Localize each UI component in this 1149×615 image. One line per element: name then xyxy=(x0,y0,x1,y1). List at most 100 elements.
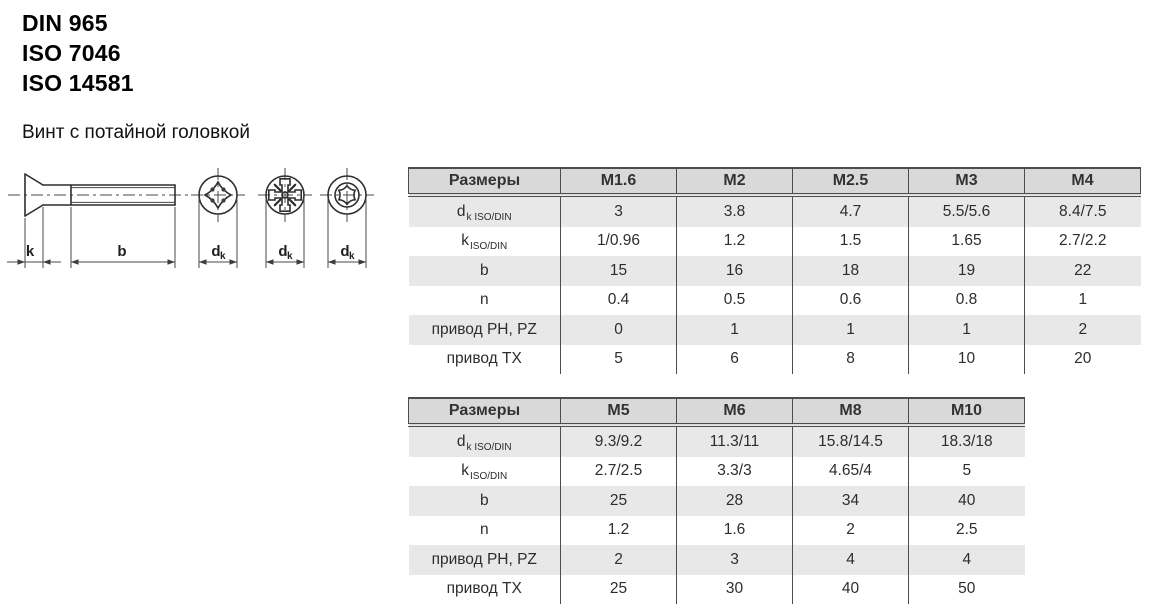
table-cell: 2 xyxy=(1024,315,1141,345)
dimension-k: k xyxy=(7,207,61,268)
table-cell: 2.7/2.2 xyxy=(1024,226,1141,256)
row-label-main: d xyxy=(456,202,466,220)
table-cell: 30 xyxy=(676,574,793,604)
table-cell: 5 xyxy=(908,456,1025,486)
table-cell: 25 xyxy=(560,574,677,604)
table-cell: 3.8 xyxy=(676,195,793,227)
row-label-sub: k ISO/DIN xyxy=(466,441,512,453)
table-header-row: Размеры M5 M6 M8 M10 xyxy=(408,397,1025,427)
dimension-dk-torx: d k xyxy=(327,198,367,268)
table-cell: 0.4 xyxy=(560,285,677,315)
header-size-column: M8 xyxy=(792,397,909,427)
dim-label-b: b xyxy=(117,243,126,260)
header-size-column: M2 xyxy=(676,167,793,197)
row-label: dk ISO/DIN xyxy=(408,195,561,227)
table-cell: 1.65 xyxy=(908,226,1025,256)
table-row: привод TX 5 6 8 10 20 xyxy=(408,344,1141,374)
table-cell: 2 xyxy=(560,545,677,575)
table-cell: 9.3/9.2 xyxy=(560,425,677,457)
table-cell: 19 xyxy=(908,256,1025,286)
table-row: привод TX 25 30 40 50 xyxy=(408,574,1025,604)
table-cell: 0 xyxy=(560,315,677,345)
header-sizes-label: Размеры xyxy=(408,397,561,427)
table-cell: 4 xyxy=(908,545,1025,575)
row-label-main: k xyxy=(461,462,469,480)
dimension-dk-pozidriv: d k xyxy=(265,198,305,268)
row-label-main: привод PH, PZ xyxy=(431,550,537,568)
row-label-main: k xyxy=(461,232,469,250)
table-cell: 5 xyxy=(560,344,677,374)
size-table-m5-m10: Размеры M5 M6 M8 M10 dk ISO/DIN 9.3/9.2 11.3/11… xyxy=(408,397,1025,604)
table-cell: 1.6 xyxy=(676,515,793,545)
table-cell: 4 xyxy=(792,545,909,575)
dim-label-dk-sub: k xyxy=(220,251,226,262)
table-cell: 1.2 xyxy=(676,226,793,256)
table-cell: 15 xyxy=(560,256,677,286)
header-sizes-label: Размеры xyxy=(408,167,561,197)
table-cell: 8 xyxy=(792,344,909,374)
table-cell: 18.3/18 xyxy=(908,425,1025,457)
header-size-column: M10 xyxy=(908,397,1025,427)
table-cell: 18 xyxy=(792,256,909,286)
header-size-column: M6 xyxy=(676,397,793,427)
row-label: привод PH, PZ xyxy=(408,315,561,345)
table-cell: 1 xyxy=(792,315,909,345)
table-row: dk ISO/DIN 3 3.8 4.7 5.5/5.6 8.4/7.5 xyxy=(408,195,1141,227)
row-label-main: b xyxy=(479,261,489,279)
table-cell: 2.7/2.5 xyxy=(560,456,677,486)
dim-label-dk-main: d xyxy=(211,243,220,260)
pozidriv-head-view-icon xyxy=(258,168,312,222)
table-cell: 28 xyxy=(676,486,793,516)
table-cell: 0.8 xyxy=(908,285,1025,315)
table-cell: 6 xyxy=(676,344,793,374)
table-row: b 25 28 34 40 xyxy=(408,486,1025,516)
table-cell: 1.2 xyxy=(560,515,677,545)
phillips-head-view-icon xyxy=(191,168,245,222)
row-label: привод TX xyxy=(408,574,561,604)
standard-din: DIN 965 xyxy=(22,10,108,36)
table-cell: 1 xyxy=(1024,285,1141,315)
row-label-sub: k ISO/DIN xyxy=(466,211,512,223)
table-row: dk ISO/DIN 9.3/9.2 11.3/11 15.8/14.5 18.3/18 xyxy=(408,425,1025,457)
row-label: b xyxy=(408,256,561,286)
standard-iso-7046: ISO 7046 xyxy=(22,40,121,66)
row-label-main: d xyxy=(456,432,466,450)
header-size-column: M3 xyxy=(908,167,1025,197)
row-label-main: n xyxy=(479,521,489,539)
header-size-column: M2.5 xyxy=(792,167,909,197)
table-cell: 0.5 xyxy=(676,285,793,315)
row-label: привод TX xyxy=(408,344,561,374)
row-label: kISO/DIN xyxy=(408,226,561,256)
table-cell: 50 xyxy=(908,574,1025,604)
page-title: Винт с потайной головкой xyxy=(22,122,250,143)
row-label-main: привод TX xyxy=(446,580,522,598)
row-label: kISO/DIN xyxy=(408,456,561,486)
table-row: привод PH, PZ 2 3 4 4 xyxy=(408,545,1025,575)
header-size-column: M1.6 xyxy=(560,167,677,197)
table-cell: 2.5 xyxy=(908,515,1025,545)
table-cell: 10 xyxy=(908,344,1025,374)
table-cell: 25 xyxy=(560,486,677,516)
table-row: kISO/DIN 1/0.96 1.2 1.5 1.65 2.7/2.2 xyxy=(408,226,1141,256)
row-label: dk ISO/DIN xyxy=(408,425,561,457)
table-cell: 40 xyxy=(792,574,909,604)
screw-side-view-icon xyxy=(8,173,188,217)
dimension-dk-phillips: d k xyxy=(198,198,238,268)
table-cell: 20 xyxy=(1024,344,1141,374)
row-label-main: привод TX xyxy=(446,350,522,368)
technical-drawing: k b d k xyxy=(7,168,374,268)
dim-label-dk-sub: k xyxy=(287,251,293,262)
row-label: b xyxy=(408,486,561,516)
table-cell: 1/0.96 xyxy=(560,226,677,256)
table-cell: 22 xyxy=(1024,256,1141,286)
table-cell: 4.65/4 xyxy=(792,456,909,486)
table-cell: 34 xyxy=(792,486,909,516)
row-label-sub: ISO/DIN xyxy=(470,471,508,483)
row-label-main: b xyxy=(479,491,489,509)
dim-label-k: k xyxy=(26,243,35,260)
table-row: n 0.4 0.5 0.6 0.8 1 xyxy=(408,285,1141,315)
torx-head-view-icon xyxy=(320,168,374,222)
table-cell: 15.8/14.5 xyxy=(792,425,909,457)
table-cell: 40 xyxy=(908,486,1025,516)
row-label-main: привод PH, PZ xyxy=(431,320,537,338)
